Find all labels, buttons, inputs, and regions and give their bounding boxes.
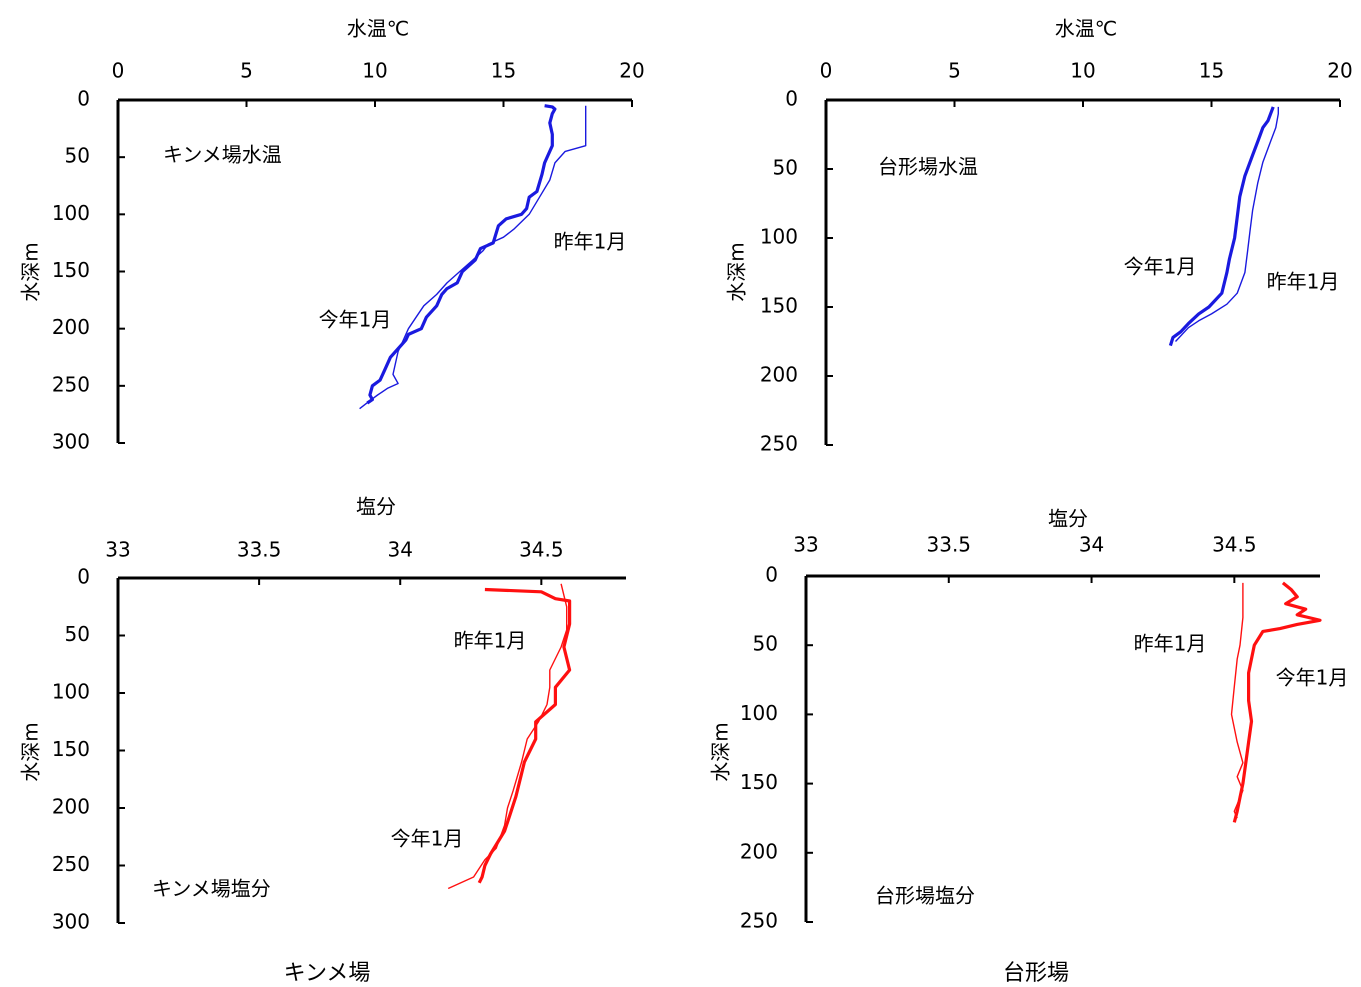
y-tick-label: 250 xyxy=(52,852,90,876)
series-line-last-year xyxy=(359,105,587,410)
x-tick-label: 15 xyxy=(1199,59,1224,83)
y-tick-label: 0 xyxy=(765,563,778,587)
y-tick-label: 50 xyxy=(773,156,798,180)
series-line-last-year xyxy=(1174,106,1280,342)
series-line-this-year xyxy=(1232,581,1322,823)
series-line-last-year xyxy=(1230,582,1244,819)
x-tick-label: 15 xyxy=(491,59,516,83)
panel-annotation: キンメ場塩分 xyxy=(152,877,271,901)
series-label: 昨年1月 xyxy=(454,629,527,653)
panel-annotation: キンメ場水温 xyxy=(163,143,282,167)
x-tick-label: 0 xyxy=(820,59,833,83)
x-tick-label: 20 xyxy=(1327,59,1352,83)
panel-annotation: 台形場塩分 xyxy=(875,884,975,908)
y-tick-label: 50 xyxy=(753,632,778,656)
panel-annotation: 台形場水温 xyxy=(878,155,978,179)
y-tick-label: 100 xyxy=(760,225,798,249)
y-tick-label: 100 xyxy=(52,680,90,704)
y-axis-label: 水深m xyxy=(19,242,43,301)
y-tick-label: 300 xyxy=(52,910,90,934)
y-tick-label: 200 xyxy=(52,795,90,819)
y-tick-label: 200 xyxy=(52,315,90,339)
caption-kinme: キンメ場 xyxy=(283,961,371,986)
y-tick-label: 250 xyxy=(760,432,798,456)
y-tick-label: 0 xyxy=(77,565,90,589)
y-tick-label: 100 xyxy=(740,701,778,725)
y-tick-label: 150 xyxy=(52,258,90,282)
x-tick-label: 34 xyxy=(1079,533,1104,557)
chart-panel-top-left xyxy=(116,98,633,444)
x-tick-label: 33 xyxy=(105,538,130,562)
x-tick-label: 10 xyxy=(362,59,387,83)
x-tick-label: 5 xyxy=(948,59,961,83)
series-line-this-year xyxy=(1168,106,1275,347)
x-tick-label: 33 xyxy=(793,533,818,557)
y-tick-label: 200 xyxy=(740,839,778,863)
x-axis-label: 塩分 xyxy=(356,495,396,519)
chart-panel-bottom-right xyxy=(804,574,1322,923)
series-line-last-year xyxy=(447,583,568,890)
series-label: 昨年1月 xyxy=(554,230,627,254)
x-tick-label: 5 xyxy=(240,59,253,83)
x-tick-label: 20 xyxy=(619,59,644,83)
y-axis-label: 水深m xyxy=(725,242,749,301)
series-line-this-year xyxy=(366,104,557,405)
series-label: 昨年1月 xyxy=(1267,270,1340,294)
x-tick-label: 34.5 xyxy=(519,538,564,562)
y-tick-label: 50 xyxy=(65,144,90,168)
y-tick-label: 100 xyxy=(52,201,90,225)
x-axis-label: 塩分 xyxy=(1048,507,1088,531)
series-label: 今年1月 xyxy=(319,308,392,332)
y-tick-label: 0 xyxy=(77,87,90,111)
y-tick-label: 250 xyxy=(740,909,778,933)
series-line-this-year xyxy=(477,587,572,884)
y-axis-label: 水深m xyxy=(19,722,43,781)
x-tick-label: 34 xyxy=(387,538,412,562)
x-tick-label: 33.5 xyxy=(237,538,282,562)
x-tick-label: 33.5 xyxy=(927,533,972,557)
y-tick-label: 250 xyxy=(52,372,90,396)
y-tick-label: 150 xyxy=(760,294,798,318)
y-tick-label: 200 xyxy=(760,363,798,387)
y-tick-label: 150 xyxy=(52,737,90,761)
chart-panel-bottom-left xyxy=(116,576,626,924)
y-axis-label: 水深m xyxy=(709,722,733,781)
y-tick-label: 300 xyxy=(52,430,90,454)
x-axis-label: 水温℃ xyxy=(1055,17,1117,41)
series-label: 昨年1月 xyxy=(1134,632,1207,656)
y-tick-label: 50 xyxy=(65,622,90,646)
series-label: 今年1月 xyxy=(391,827,464,851)
x-axis-label: 水温℃ xyxy=(347,17,409,41)
x-tick-label: 34.5 xyxy=(1212,533,1257,557)
caption-daikei: 台形場 xyxy=(1002,961,1070,986)
y-tick-label: 0 xyxy=(785,87,798,111)
series-label: 今年1月 xyxy=(1124,255,1197,279)
x-tick-label: 10 xyxy=(1070,59,1095,83)
series-label: 今年1月 xyxy=(1276,666,1349,690)
y-tick-label: 150 xyxy=(740,770,778,794)
x-tick-label: 0 xyxy=(112,59,125,83)
chart-panel-top-right xyxy=(824,98,1341,446)
